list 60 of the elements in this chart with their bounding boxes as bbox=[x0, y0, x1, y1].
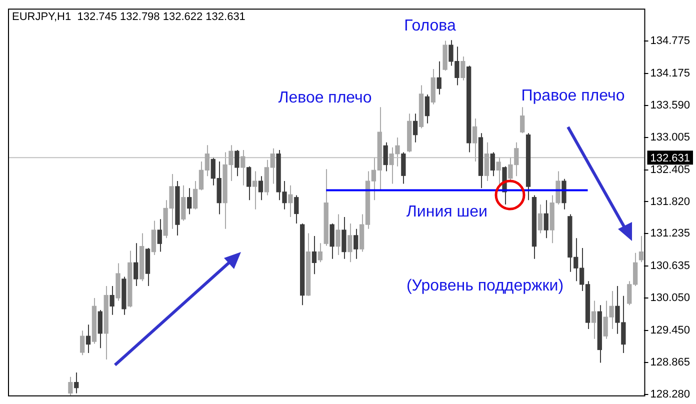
candlestick bbox=[562, 178, 566, 210]
candlestick bbox=[342, 216, 346, 260]
candlestick bbox=[436, 60, 442, 96]
candlestick bbox=[383, 142, 388, 172]
y-tick-label: 128.280 bbox=[650, 388, 690, 400]
annotation: Левое плечо bbox=[278, 89, 372, 106]
candlestick bbox=[496, 156, 501, 186]
chart-title: EURJPY,H1 132.745 132.798 132.622 132.631 bbox=[12, 11, 246, 24]
candlestick bbox=[520, 106, 525, 134]
candlestick bbox=[68, 376, 73, 396]
y-tick-label: 131.820 bbox=[650, 196, 690, 208]
candlestick bbox=[638, 236, 644, 263]
candlestick bbox=[240, 150, 246, 186]
series-label: Линия шеи bbox=[406, 204, 488, 221]
annotation: Правое плечо bbox=[521, 87, 625, 104]
candlestick bbox=[98, 309, 102, 349]
candlestick bbox=[134, 242, 138, 287]
candlestick bbox=[294, 194, 299, 224]
annotation: (Уровень поддержки) bbox=[406, 277, 564, 294]
y-tick-label: 129.450 bbox=[650, 324, 690, 337]
y-tick-label: 134.775 bbox=[650, 35, 690, 47]
y-tick-label: 132.405 bbox=[650, 164, 690, 176]
candlestick bbox=[318, 242, 323, 263]
candlestick bbox=[246, 166, 252, 201]
y-tick-label: 133.005 bbox=[650, 131, 690, 144]
candlestick bbox=[252, 170, 258, 210]
candlestick bbox=[74, 372, 79, 394]
y-tick-label: 134.175 bbox=[650, 68, 690, 80]
candlestick bbox=[472, 118, 478, 162]
y-tick-label: 130.635 bbox=[650, 260, 690, 272]
candlestick bbox=[86, 324, 91, 354]
candlestick bbox=[151, 220, 156, 256]
candlestick bbox=[490, 152, 495, 177]
candlestick bbox=[401, 152, 406, 184]
annotation: Голова bbox=[404, 17, 456, 34]
candlestick bbox=[424, 94, 430, 124]
candlestick bbox=[538, 204, 543, 234]
candlestick bbox=[544, 200, 548, 239]
y-tick-label: 131.235 bbox=[650, 228, 690, 240]
candlestick bbox=[412, 113, 418, 143]
candlestick bbox=[348, 222, 352, 263]
candlestick bbox=[80, 330, 85, 356]
candlestick bbox=[591, 300, 596, 340]
candlestick bbox=[354, 228, 358, 260]
y-tick-label: 128.865 bbox=[650, 356, 690, 369]
candlestick bbox=[330, 222, 334, 260]
candlestick bbox=[157, 218, 162, 252]
candlestick bbox=[187, 188, 192, 215]
y-tick-label: 130.050 bbox=[650, 292, 690, 304]
candlestick bbox=[181, 184, 186, 222]
candlestick bbox=[234, 150, 240, 177]
candlestick bbox=[288, 184, 293, 218]
candlestick bbox=[336, 214, 340, 256]
candlestick bbox=[460, 56, 466, 81]
ref-line-label: 132.631 bbox=[650, 152, 690, 165]
candlestick bbox=[110, 286, 114, 316]
candlestick bbox=[312, 236, 317, 275]
candlestick bbox=[258, 176, 264, 201]
candlestick bbox=[484, 142, 489, 182]
y-tick-label: 133.590 bbox=[650, 99, 690, 112]
